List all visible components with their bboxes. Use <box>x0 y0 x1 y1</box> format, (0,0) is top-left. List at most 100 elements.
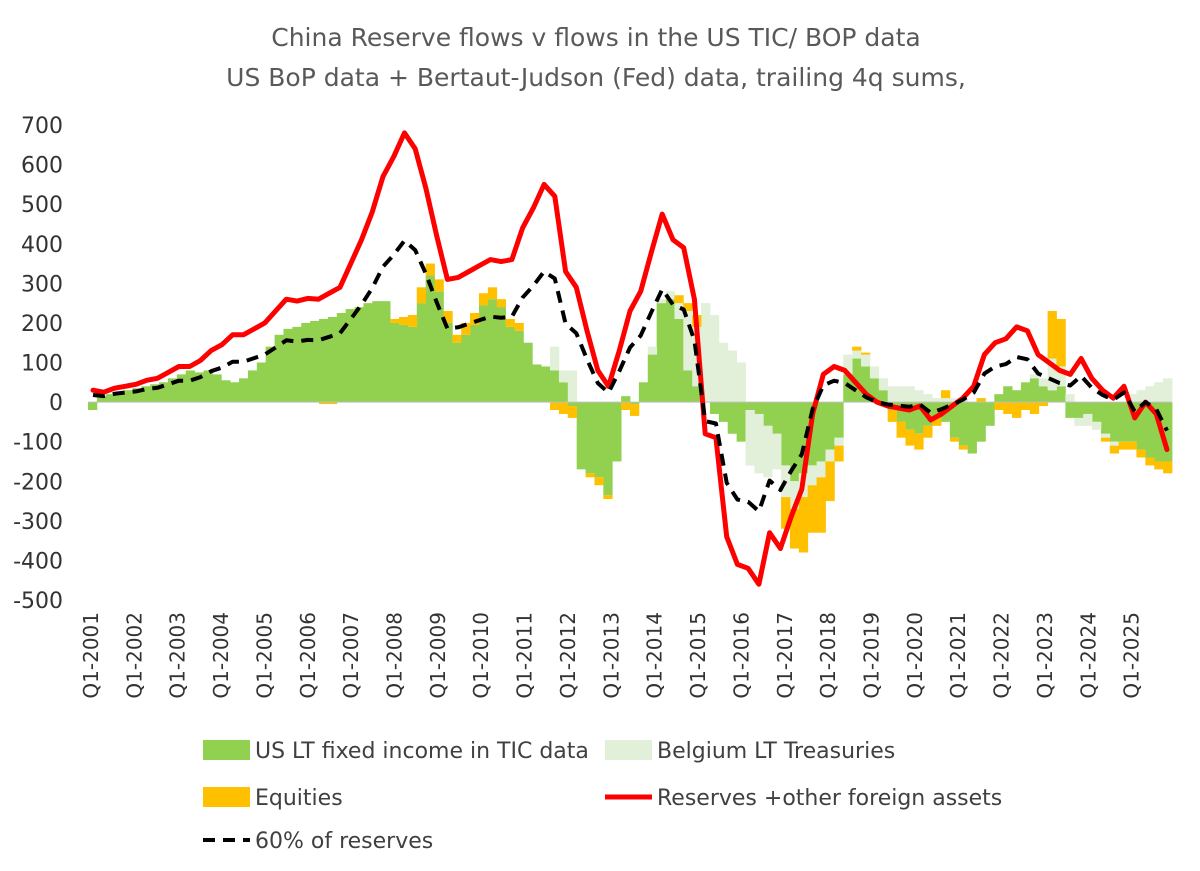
bar-equities <box>1003 402 1013 414</box>
bar-equities <box>852 346 862 351</box>
bar-us-lt <box>807 402 817 466</box>
bar-us-lt <box>496 307 507 403</box>
bar-us-lt <box>896 402 906 422</box>
y-tick-label: -100 <box>13 431 63 456</box>
bar-equities <box>621 402 631 410</box>
bar-belgium <box>1109 441 1120 446</box>
bar-equities <box>789 508 800 549</box>
bar-us-lt <box>256 362 267 403</box>
bar-us-lt <box>674 318 684 403</box>
x-tick-label: Q1-2022 <box>990 612 1014 699</box>
x-tick-label: Q1-2023 <box>1033 612 1057 699</box>
legend-item-reserves: Reserves +other foreign assets <box>605 786 1002 811</box>
bar-us-lt <box>345 309 355 403</box>
bar-us-lt <box>905 402 915 430</box>
bar-us-lt <box>558 382 569 403</box>
bar-equities <box>1136 449 1146 458</box>
x-tick-label: Q1-2019 <box>859 612 883 699</box>
bar-equities <box>1020 402 1031 410</box>
bar-equities <box>1118 441 1128 450</box>
bar-us-lt <box>709 402 720 414</box>
bar-equities <box>1038 402 1049 407</box>
bar-us-lt <box>718 402 729 422</box>
bar-us-lt <box>354 307 364 403</box>
bar-belgium <box>932 398 942 403</box>
x-tick-label: Q1-2007 <box>339 612 363 699</box>
bar-us-lt <box>665 299 675 403</box>
bar-equities <box>816 477 826 533</box>
bar-us-lt <box>1074 402 1084 418</box>
bar-equities <box>781 497 791 529</box>
bar-equities <box>390 318 400 323</box>
y-tick-label: 500 <box>21 193 63 218</box>
legend-label-belgium: Belgium LT Treasuries <box>657 739 895 764</box>
bar-equities <box>1100 437 1111 442</box>
bar-us-lt <box>167 378 178 403</box>
bar-equities <box>487 287 498 300</box>
bar-us-lt <box>416 303 427 403</box>
bar-equities <box>887 410 897 422</box>
legend-label-reserves: Reserves +other foreign assets <box>657 786 1002 811</box>
legend-label-60pct: 60% of reserves <box>255 829 433 854</box>
bar-equities <box>327 402 338 405</box>
bar-us-lt <box>585 402 595 474</box>
bar-us-lt <box>594 402 604 478</box>
line-reserves <box>90 130 1170 587</box>
y-tick-label: 600 <box>21 154 63 179</box>
bar-equities <box>807 485 817 533</box>
bar-us-lt <box>159 382 169 403</box>
bar-us-lt <box>398 324 409 403</box>
bar-us-lt <box>727 402 738 434</box>
bar-equities <box>683 303 693 312</box>
bar-equities <box>550 402 560 410</box>
bar-equities <box>798 497 809 553</box>
bar-belgium <box>701 303 711 403</box>
bar-us-lt <box>1136 402 1146 450</box>
bar-us-lt <box>1127 402 1137 442</box>
bar-us-lt <box>567 402 578 407</box>
bar-belgium <box>1047 358 1057 391</box>
bar-belgium <box>656 299 666 304</box>
legend-swatch-us-lt <box>203 740 250 760</box>
bar-belgium <box>772 433 782 470</box>
x-tick-label: Q1-2012 <box>556 612 580 699</box>
bar-us-lt <box>1020 382 1031 403</box>
bar-equities <box>1012 402 1022 418</box>
bar-equities <box>319 402 329 405</box>
bar-us-lt <box>825 402 835 450</box>
bar-us-lt <box>736 402 746 442</box>
bar-us-lt <box>132 388 142 403</box>
bar-us-lt <box>985 402 995 426</box>
bar-equities <box>416 287 427 304</box>
bar-belgium <box>825 449 835 462</box>
bar-belgium <box>1083 413 1093 426</box>
legend-label-equities: Equities <box>255 786 343 811</box>
bar-equities <box>505 318 515 327</box>
bar-belgium <box>665 291 675 300</box>
bar-us-lt <box>274 334 284 403</box>
bar-belgium <box>754 413 764 474</box>
bar-belgium <box>896 386 906 403</box>
bar-us-lt <box>470 324 480 403</box>
bar-us-lt <box>327 316 338 403</box>
bar-us-lt <box>1003 386 1013 403</box>
bar-us-lt <box>247 370 258 403</box>
y-tick-label: -400 <box>13 549 63 574</box>
bar-us-lt <box>630 402 640 405</box>
y-tick-label: 400 <box>21 233 63 258</box>
legend-label-us-lt: US LT fixed income in TIC data <box>255 739 589 764</box>
line-60-percent-reserves <box>92 238 1169 514</box>
x-tick-label: Q1-2009 <box>426 612 450 699</box>
legend-swatch-equities <box>203 787 250 807</box>
bar-equities <box>674 295 684 304</box>
bars-equities <box>319 263 1173 553</box>
bar-us-lt <box>1092 402 1102 422</box>
bar-us-lt <box>310 320 320 403</box>
bar-us-lt <box>656 303 666 403</box>
bar-us-lt <box>105 394 116 403</box>
bar-equities <box>1056 318 1066 367</box>
x-tick-label: Q1-2021 <box>946 612 970 699</box>
bar-us-lt <box>96 396 107 403</box>
bar-equities <box>603 495 613 500</box>
bar-equities <box>594 477 604 486</box>
